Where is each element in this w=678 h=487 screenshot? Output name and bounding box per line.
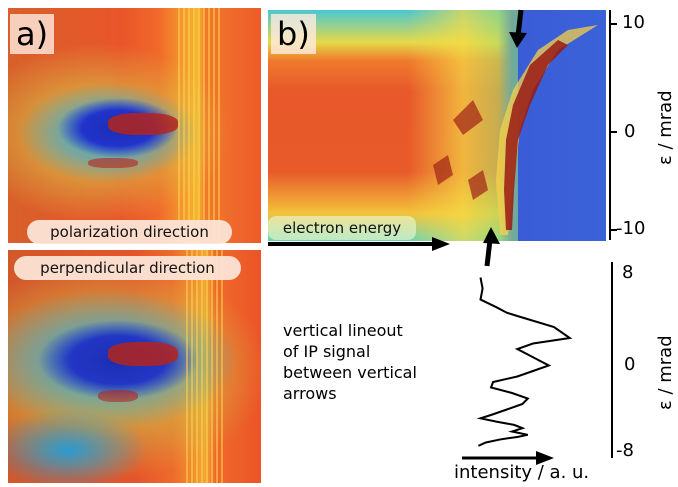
panel-b-tick-label-minus10: -10 xyxy=(616,218,645,239)
top-vertical-arrowhead xyxy=(509,32,527,48)
panel-b-y-axis-label: ε / mrad xyxy=(655,90,676,165)
bottom-vertical-arrowhead xyxy=(483,227,500,244)
lineout-tick-label-8: 8 xyxy=(622,262,633,283)
panel-b-tick-label-0: 0 xyxy=(624,121,635,142)
lineout-caption: vertical lineout of IP signal between ve… xyxy=(283,320,417,404)
panel-b-tick-label-10: 10 xyxy=(622,12,645,33)
lineout-y-axis-label: ε / mrad xyxy=(655,335,676,410)
lineout-curve xyxy=(478,278,569,446)
lineout-caption-line-4: arrows xyxy=(283,383,417,404)
lineout-tick-label-0: 0 xyxy=(624,354,635,375)
lineout-caption-line-1: vertical lineout xyxy=(283,320,417,341)
lineout-caption-line-3: between vertical xyxy=(283,362,417,383)
lineout-caption-line-2: of IP signal xyxy=(283,341,417,362)
top-vertical-arrow-shaft xyxy=(518,10,521,36)
lineout-tick-label-minus8: -8 xyxy=(616,440,634,461)
bottom-vertical-arrow-shaft xyxy=(487,240,490,266)
electron-energy-arrowhead xyxy=(432,237,450,251)
lineout-x-axis-label: intensity / a. u. xyxy=(454,462,589,483)
